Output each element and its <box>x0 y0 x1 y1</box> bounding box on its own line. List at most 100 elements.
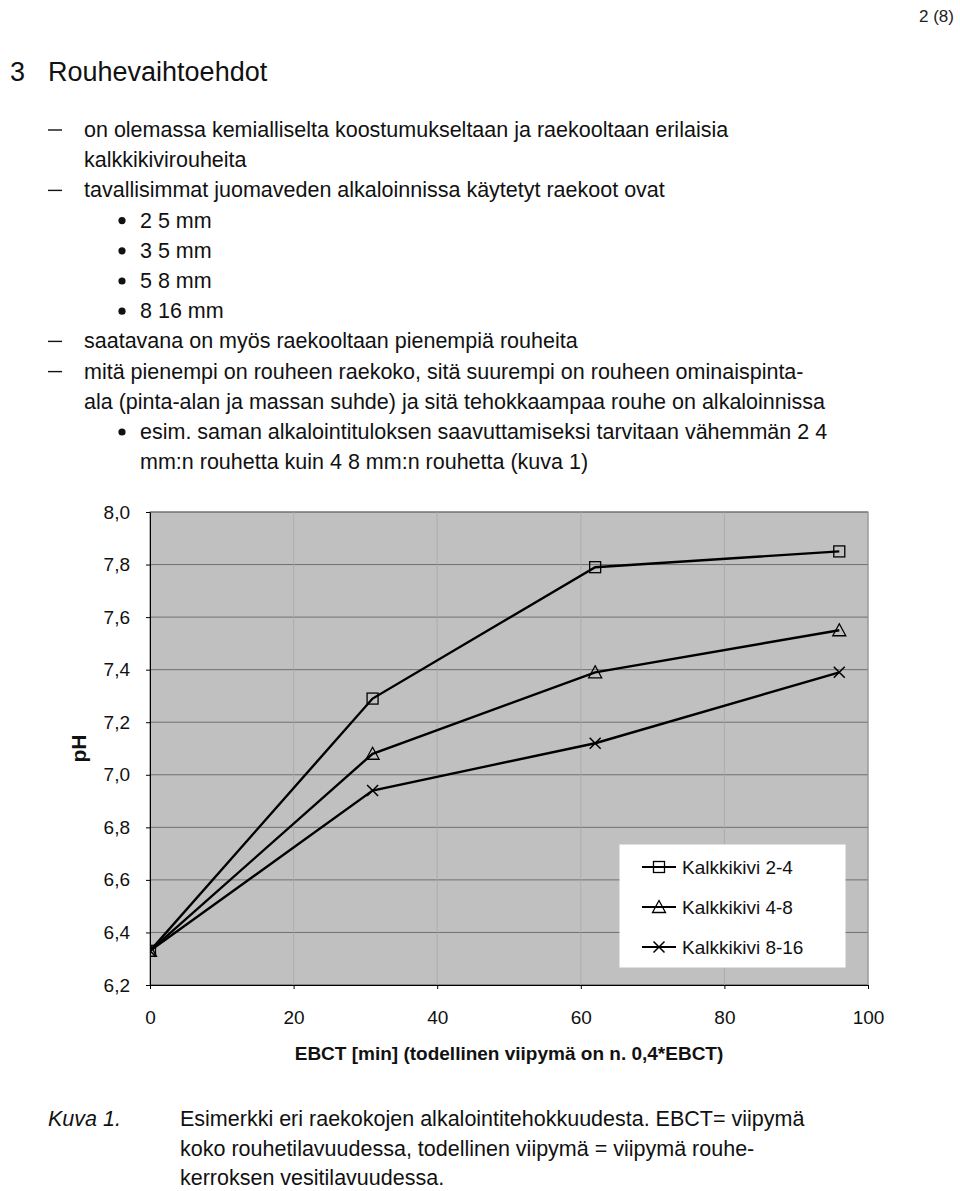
x-tick: 20 <box>284 985 305 1028</box>
list-bullet <box>118 247 125 254</box>
list-bullet <box>118 217 125 224</box>
y-axis-title: pH <box>67 735 90 763</box>
y-tick-mark <box>146 985 150 986</box>
y-tick: 8,0 <box>104 502 150 523</box>
y-tick: 6,4 <box>104 922 150 943</box>
legend-marker <box>654 862 665 873</box>
caption-text: Esimerkki eri raekokojen alkalointitehok… <box>180 1107 804 1131</box>
list-dash <box>48 371 62 372</box>
x-tick-label: 80 <box>714 1007 735 1028</box>
data-point <box>590 738 601 749</box>
list-dash <box>48 190 62 191</box>
sublist-text: 3 5 mm <box>140 239 212 263</box>
y-tick: 7,6 <box>104 607 150 628</box>
x-tick-mark <box>724 985 725 989</box>
x-axis-title: EBCT [min] (todellinen viipymä on n. 0,4… <box>295 1043 724 1064</box>
data-point <box>367 693 378 704</box>
sublist-text: 8 16 mm <box>140 299 224 323</box>
sublist-text: 5 8 mm <box>140 269 212 293</box>
data-point <box>367 785 378 796</box>
legend-marker <box>654 942 665 953</box>
y-tick-mark <box>146 775 150 776</box>
legend-line <box>642 866 676 868</box>
y-tick-mark <box>146 512 150 513</box>
x-tick-label: 60 <box>571 1007 592 1028</box>
x-tick-label: 0 <box>145 1007 156 1028</box>
grid-line-y <box>150 722 868 723</box>
y-tick-mark <box>146 827 150 828</box>
data-point <box>590 562 601 573</box>
grid-line-x <box>437 512 438 985</box>
legend-line <box>642 906 676 908</box>
x-tick-mark <box>150 985 151 989</box>
data-point <box>366 747 379 759</box>
y-tick: 7,0 <box>104 764 150 785</box>
y-tick-mark <box>146 932 150 933</box>
legend-label: Kalkkikivi 4-8 <box>682 897 793 918</box>
grid-line-y <box>150 564 868 565</box>
y-tick-label: 7,4 <box>104 659 131 680</box>
data-point <box>150 945 156 956</box>
y-tick: 6,8 <box>104 817 150 838</box>
x-axis-line <box>151 986 869 990</box>
x-tick-label: 20 <box>284 1007 305 1028</box>
x-tick-mark <box>581 985 582 989</box>
page-number: 2 (8) <box>919 7 954 26</box>
y-tick: 6,2 <box>104 975 150 996</box>
y-axis: 6,2 6,4 6,6 6,8 7,0 7,2 7,4 7,6 7,8 8,0 <box>104 502 151 996</box>
body-list: on olemassa kemialliselta koostumukselta… <box>48 118 827 474</box>
legend-label: Kalkkikivi 8-16 <box>682 937 803 958</box>
grid-line-y <box>150 774 868 775</box>
x-axis: 0 20 40 60 80 100 <box>145 985 884 1028</box>
y-tick-label: 6,4 <box>104 922 131 943</box>
list-text: saatavana on myös raekooltaan pienempiä … <box>84 329 578 353</box>
list-dash <box>48 341 62 342</box>
list-bullet <box>118 428 125 435</box>
legend-box <box>620 845 845 967</box>
grid-line-x <box>868 512 869 985</box>
page: 2 (8)3Rouhevaihtoehdoton olemassa kemial… <box>0 0 960 1191</box>
x-tick: 0 <box>145 985 156 1028</box>
grid-line-x <box>293 512 294 985</box>
list-text: mitä pienempi on rouheen raekoko, sitä s… <box>84 360 803 384</box>
grid-line-y <box>150 669 868 670</box>
series-line <box>150 672 839 951</box>
grid-line-x <box>580 512 581 985</box>
x-tick: 100 <box>853 985 885 1028</box>
y-tick-mark <box>146 880 150 881</box>
x-tick: 40 <box>427 985 448 1028</box>
x-tick-mark <box>437 985 438 989</box>
y-tick-label: 8,0 <box>104 502 130 523</box>
y-tick-label: 7,8 <box>104 554 130 575</box>
y-tick-label: 7,0 <box>104 764 130 785</box>
y-tick-label: 7,2 <box>104 712 130 733</box>
y-tick: 7,2 <box>104 712 150 733</box>
x-tick-mark <box>294 985 295 989</box>
y-tick-label: 6,6 <box>104 869 130 890</box>
y-tick-label: 6,8 <box>104 817 130 838</box>
data-point <box>834 667 845 678</box>
sublist-text: mm:n rouhetta kuin 4 8 mm:n rouhetta (ku… <box>140 450 588 474</box>
data-point <box>150 944 157 956</box>
y-tick-mark <box>146 565 150 566</box>
x-tick-label: 40 <box>427 1007 448 1028</box>
y-tick-mark <box>146 670 150 671</box>
y-tick-label: 6,2 <box>104 975 130 996</box>
caption-text: kerroksen vesitilavuudessa. <box>180 1166 444 1190</box>
legend-label: Kalkkikivi 2-4 <box>682 857 793 878</box>
heading-number: 3 <box>10 57 25 87</box>
caption-label: Kuva 1. <box>48 1107 121 1131</box>
list-bullet <box>118 308 125 315</box>
data-point <box>834 546 845 557</box>
plot-area <box>150 512 868 985</box>
list-dash <box>48 129 62 130</box>
sublist-text: 2 5 mm <box>140 209 212 233</box>
list-bullet <box>118 277 125 284</box>
legend: Kalkkikivi 2-4 Kalkkikivi 4-8 Kalkkikivi 8… <box>620 845 845 967</box>
y-axis-line <box>146 513 151 986</box>
y-tick-label: 7,6 <box>104 607 130 628</box>
grid <box>150 512 868 985</box>
x-tick: 60 <box>571 985 592 1028</box>
grid-line-y <box>150 512 868 513</box>
list-text: ala (pinta-alan ja massan suhde) ja sitä… <box>84 390 825 414</box>
